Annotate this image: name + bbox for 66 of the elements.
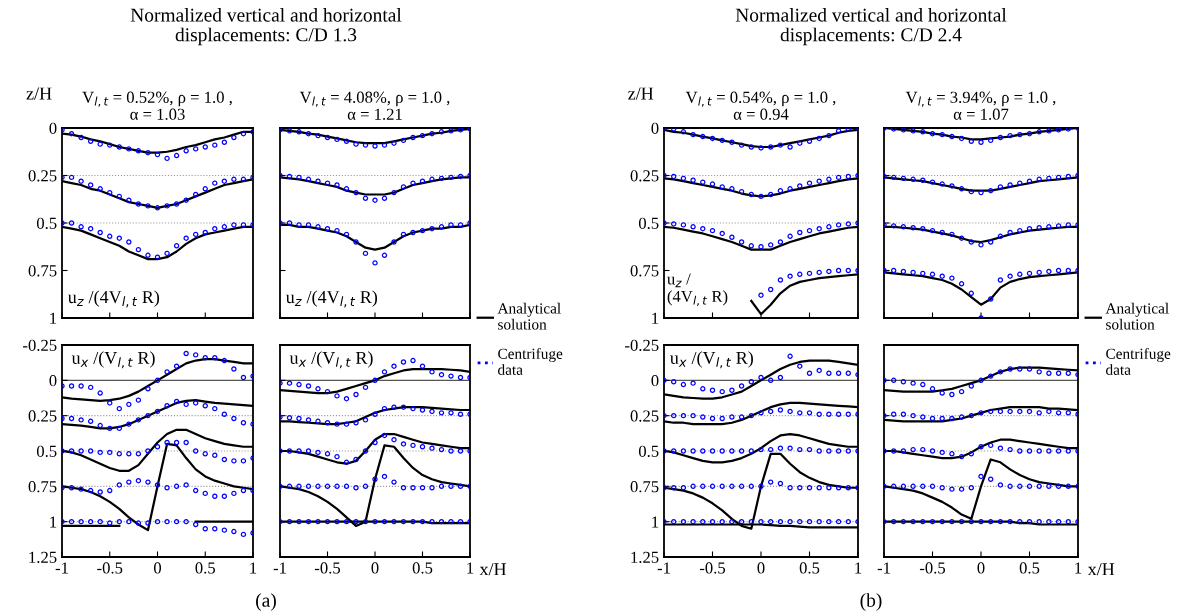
x-tick-label: -1 <box>273 562 286 574</box>
x-tick-label: 0.5 <box>1019 562 1040 574</box>
y-tick-label: 0.75 <box>28 265 57 277</box>
annotation: u$_{z}$ / (4V$_{l,t}$ R) <box>667 273 728 306</box>
x-tick-label: 1 <box>1075 562 1082 574</box>
y-tick-label: 0.5 <box>36 445 57 458</box>
x-tick-label: 0.5 <box>412 562 433 574</box>
x-tick-label: 0 <box>371 562 379 574</box>
y-tick-label: 1.25 <box>29 551 57 564</box>
y-tick-label: 0.75 <box>630 481 659 493</box>
x-tick-label: 1 <box>855 562 862 574</box>
text: (b) <box>860 593 882 611</box>
x-tick-label: 1 <box>467 562 474 574</box>
annotation: u$_{z}$ /(4V$_{l,t}$ R) <box>285 290 378 308</box>
chart-title: Normalized vertical and horizontal displacements: C/D 1.3 <box>130 8 402 46</box>
x-tick-label: -1 <box>877 562 890 574</box>
x-axis-title: x/H <box>479 563 507 576</box>
y-tick-label: 0.25 <box>630 410 659 422</box>
y-tick-label: 0 <box>49 375 57 387</box>
y-tick-label: 0.25 <box>630 170 659 182</box>
x-tick-label: 0 <box>153 562 162 574</box>
y-tick-label: 0.25 <box>28 410 57 422</box>
x-tick-label: -0.5 <box>699 562 726 574</box>
x-tick-label: -1 <box>657 562 670 574</box>
annotation: u$_{x}$ /(V$_{l,t}$ R) <box>71 351 155 369</box>
y-tick-label: 1 <box>652 516 659 528</box>
y-tick-label: 1 <box>652 312 659 324</box>
y-axis-title: z/H <box>26 87 52 100</box>
chart-subtitle: V$_{l,t}$ = 0.52%, ρ = 1.0 , α = 1.03 <box>82 91 232 120</box>
y-tick-label: 1.25 <box>631 551 659 564</box>
y-tick-label: 1 <box>50 312 57 324</box>
x-tick-label: -1 <box>55 562 68 574</box>
annotation: u$_{z}$ /(4V$_{l,t}$ R) <box>67 290 160 308</box>
x-axis-title: x/H <box>1087 563 1115 576</box>
y-tick-label: 0.5 <box>638 445 659 458</box>
y-tick-label: 0.5 <box>36 217 57 230</box>
y-tick-label: -0.25 <box>625 339 659 352</box>
y-tick-label: 0.75 <box>630 265 659 277</box>
chart-title: Normalized vertical and horizontal displacements: C/D 2.4 <box>735 8 1007 46</box>
y-tick-label: 0 <box>651 375 659 387</box>
legend-label: Centrifuge data <box>498 347 563 375</box>
annotation: u$_{x}$ /(V$_{l,t}$ R) <box>289 351 373 369</box>
x-tick-label: 0 <box>977 562 985 574</box>
x-tick-label: -0.5 <box>97 562 123 574</box>
y-axis-title: z/H <box>628 87 654 100</box>
chart-subtitle: V$_{l,t}$ = 3.94%, ρ = 1.0 , α = 1.07 <box>905 91 1056 120</box>
y-tick-label: 0.75 <box>28 481 57 493</box>
x-tick-label: 1 <box>250 562 257 574</box>
y-tick-label: 0 <box>651 122 659 134</box>
legend-label: Analytical solution <box>1105 302 1169 330</box>
y-tick-label: 0.5 <box>638 217 659 230</box>
chart-subtitle: V$_{l,t}$ = 4.08%, ρ = 1.0 , α = 1.21 <box>299 91 450 120</box>
y-tick-label: 1 <box>50 516 57 528</box>
y-tick-label: -0.25 <box>23 339 57 352</box>
y-tick-label: 0.25 <box>28 170 57 182</box>
legend-label: Centrifuge data <box>1106 347 1171 375</box>
x-tick-label: -0.5 <box>314 562 341 574</box>
y-tick-label: 0 <box>49 122 57 134</box>
x-tick-label: 0.5 <box>195 562 216 574</box>
legend-label: Analytical solution <box>497 302 561 330</box>
annotation: u$_{x}$ /(V$_{l,t}$ R) <box>670 351 753 369</box>
chart-subtitle: V$_{l,t}$ = 0.54%, ρ = 1.0 , α = 0.94 <box>685 91 836 120</box>
x-tick-label: 0.5 <box>799 562 820 574</box>
text: (a) <box>256 593 276 611</box>
x-tick-label: 0 <box>757 562 765 574</box>
x-tick-label: -0.5 <box>919 562 946 574</box>
